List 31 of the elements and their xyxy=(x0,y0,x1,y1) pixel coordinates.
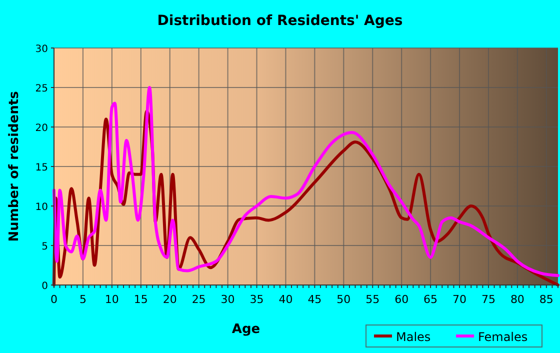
x-tick-label: 65 xyxy=(424,293,438,306)
x-tick-label: 50 xyxy=(336,293,351,306)
x-tick-label: 10 xyxy=(104,293,119,306)
y-tick-label: 25 xyxy=(35,84,48,94)
x-tick-label: 20 xyxy=(162,293,177,306)
y-tick-label: 5 xyxy=(42,242,48,252)
x-axis-title: Age xyxy=(232,322,260,337)
x-tick-label: 80 xyxy=(510,293,524,306)
x-tick-label: 0 xyxy=(50,293,58,306)
x-tick-label: 60 xyxy=(394,293,409,306)
x-tick-label: 35 xyxy=(250,293,264,306)
legend-label: Females xyxy=(478,330,528,344)
y-tick-label: 20 xyxy=(35,123,48,134)
x-tick-label: 15 xyxy=(134,293,148,306)
x-tick-label: 75 xyxy=(481,293,496,306)
y-tick-label: 30 xyxy=(35,44,48,55)
y-axis-title: Number of residents xyxy=(7,90,22,242)
x-tick-label: 30 xyxy=(220,293,235,306)
x-tick-label: 40 xyxy=(278,293,293,306)
x-tick-label: 85 xyxy=(539,293,554,306)
y-tick-label: 0 xyxy=(42,281,48,292)
line-series xyxy=(52,86,560,278)
x-tick-label: 5 xyxy=(79,293,86,306)
chart-title: Distribution of Residents' Ages xyxy=(157,13,403,29)
x-tick-label: 70 xyxy=(452,293,467,306)
legend-label: Males xyxy=(396,330,431,344)
y-tick-label: 15 xyxy=(35,162,48,174)
x-tick-label: 25 xyxy=(192,293,206,306)
x-tick-label: 45 xyxy=(308,293,322,306)
y-tick-label: 10 xyxy=(35,202,48,213)
x-tick-label: 55 xyxy=(366,293,380,306)
